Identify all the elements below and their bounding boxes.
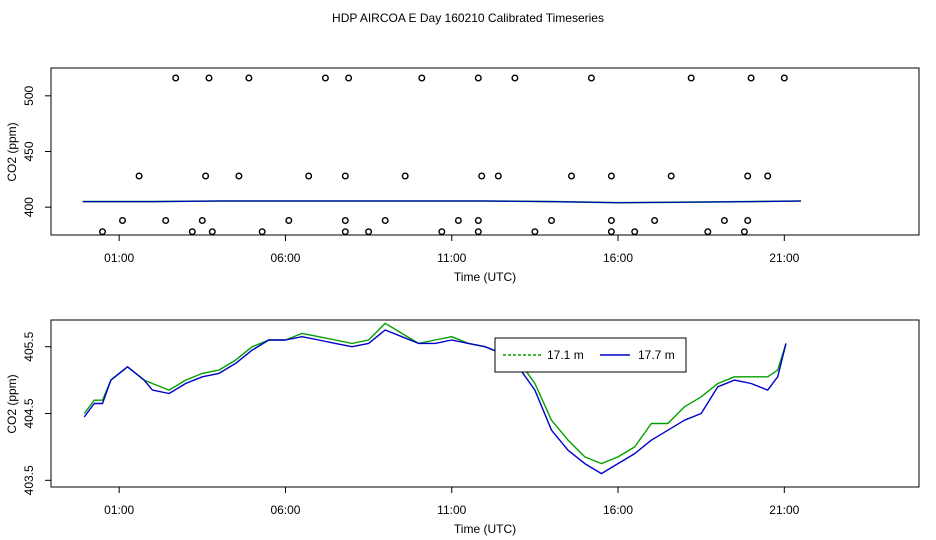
data-point <box>720 216 728 224</box>
data-point <box>764 172 772 180</box>
data-point <box>162 216 170 224</box>
y-tick-label-bottom: 404.5 <box>22 398 36 428</box>
data-point <box>494 172 502 180</box>
data-point <box>454 216 462 224</box>
data-point <box>607 228 615 236</box>
y-tick-label-top: 450 <box>22 141 36 161</box>
x-tick-label-bottom: 16:00 <box>603 503 633 517</box>
x-axis-top: 01:00 06:00 11:00 16:00 21:00 <box>104 235 800 265</box>
data-point <box>341 172 349 180</box>
data-point <box>208 228 216 236</box>
data-point <box>474 74 482 82</box>
scatter-points-top <box>98 74 788 236</box>
data-point <box>687 74 695 82</box>
data-point <box>744 216 752 224</box>
data-point <box>235 172 243 180</box>
y-tick-label-top: 400 <box>22 197 36 217</box>
legend-label-17-7m: 17.7 m <box>638 348 675 362</box>
x-tick-label-bottom: 06:00 <box>270 503 300 517</box>
series-line <box>82 200 801 204</box>
data-point <box>607 172 615 180</box>
data-point <box>205 74 213 82</box>
y-axis-top: 400 450 500 <box>22 86 51 217</box>
data-point <box>198 216 206 224</box>
x-tick-label-top: 01:00 <box>104 251 134 265</box>
x-tick-label-bottom: 11:00 <box>437 503 466 517</box>
series-line-top <box>82 200 801 204</box>
x-axis-bottom: 01:00 06:00 11:00 16:00 21:00 <box>104 487 800 517</box>
y-tick-label-bottom: 405.5 <box>22 331 36 361</box>
data-point <box>740 228 748 236</box>
timeseries-panel-bottom: 01:00 06:00 11:00 16:00 21:00 403.5 404.5 405.… <box>5 319 920 536</box>
y-axis-label-top: CO2 (ppm) <box>5 122 19 181</box>
data-point <box>245 74 253 82</box>
x-tick-label-top: 16:00 <box>603 251 633 265</box>
data-point <box>305 172 313 180</box>
data-point <box>345 74 353 82</box>
data-point <box>607 216 615 224</box>
legend: 17.1 m 17.7 m <box>494 337 687 373</box>
x-tick-label-top: 21:00 <box>769 251 799 265</box>
legend-label-17-1m: 17.1 m <box>547 348 584 362</box>
data-point <box>258 228 266 236</box>
data-point <box>478 172 486 180</box>
data-point <box>135 172 143 180</box>
x-axis-label-top: Time (UTC) <box>454 270 516 284</box>
data-point <box>202 172 210 180</box>
y-axis-bottom: 403.5 404.5 405.5 <box>22 331 51 495</box>
data-point <box>401 172 409 180</box>
data-point <box>381 216 389 224</box>
data-point <box>704 228 712 236</box>
x-tick-label-bottom: 21:00 <box>769 503 799 517</box>
data-point <box>418 74 426 82</box>
series-line-0 <box>83 322 787 465</box>
data-point <box>285 216 293 224</box>
timeseries-panel-top: 01:00 06:00 11:00 16:00 21:00 400 450 500 Time… <box>5 67 920 284</box>
series-line-1 <box>83 329 787 475</box>
y-tick-label-top: 500 <box>22 86 36 106</box>
plot-frame-bottom <box>50 319 920 488</box>
y-tick-label-bottom: 403.5 <box>22 465 36 495</box>
data-point <box>548 216 556 224</box>
data-point <box>568 172 576 180</box>
data-point <box>474 228 482 236</box>
data-point <box>667 172 675 180</box>
legend-box <box>494 337 687 373</box>
data-point <box>511 74 519 82</box>
plot-frame-top <box>50 67 920 236</box>
data-point <box>321 74 329 82</box>
chart-title: HDP AIRCOA E Day 160210 Calibrated Times… <box>332 11 604 25</box>
data-point <box>631 228 639 236</box>
data-point <box>438 228 446 236</box>
data-point <box>651 216 659 224</box>
x-tick-label-top: 06:00 <box>270 251 300 265</box>
data-point <box>744 172 752 180</box>
x-tick-label-bottom: 01:00 <box>104 503 134 517</box>
x-axis-label-bottom: Time (UTC) <box>454 522 516 536</box>
data-point <box>587 74 595 82</box>
data-point <box>341 228 349 236</box>
data-point <box>747 74 755 82</box>
data-point <box>341 216 349 224</box>
series-lines-bottom <box>83 322 787 475</box>
data-point <box>98 228 106 236</box>
x-tick-label-top: 11:00 <box>437 251 466 265</box>
data-point <box>531 228 539 236</box>
data-point <box>118 216 126 224</box>
data-point <box>780 74 788 82</box>
y-axis-label-bottom: CO2 (ppm) <box>5 374 19 433</box>
data-point <box>188 228 196 236</box>
data-point <box>172 74 180 82</box>
data-point <box>365 228 373 236</box>
data-point <box>474 216 482 224</box>
